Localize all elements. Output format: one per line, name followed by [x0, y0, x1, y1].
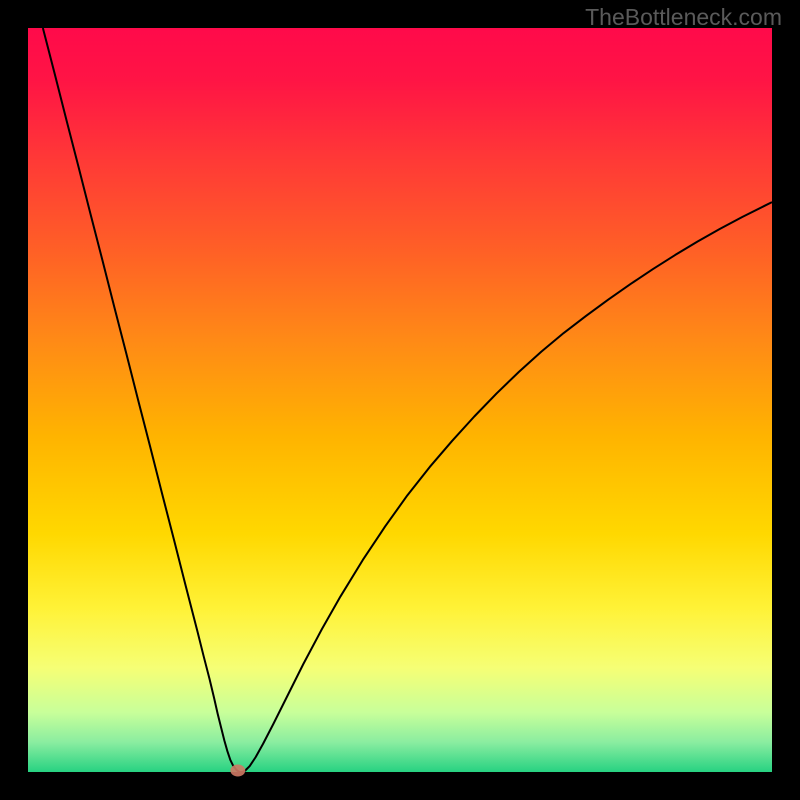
- optimal-point-marker: [230, 765, 245, 777]
- chart-container: { "watermark": { "text": "TheBottleneck.…: [0, 0, 800, 800]
- watermark-text: TheBottleneck.com: [585, 4, 782, 31]
- bottleneck-chart-svg: [0, 0, 800, 800]
- chart-background: [28, 28, 772, 772]
